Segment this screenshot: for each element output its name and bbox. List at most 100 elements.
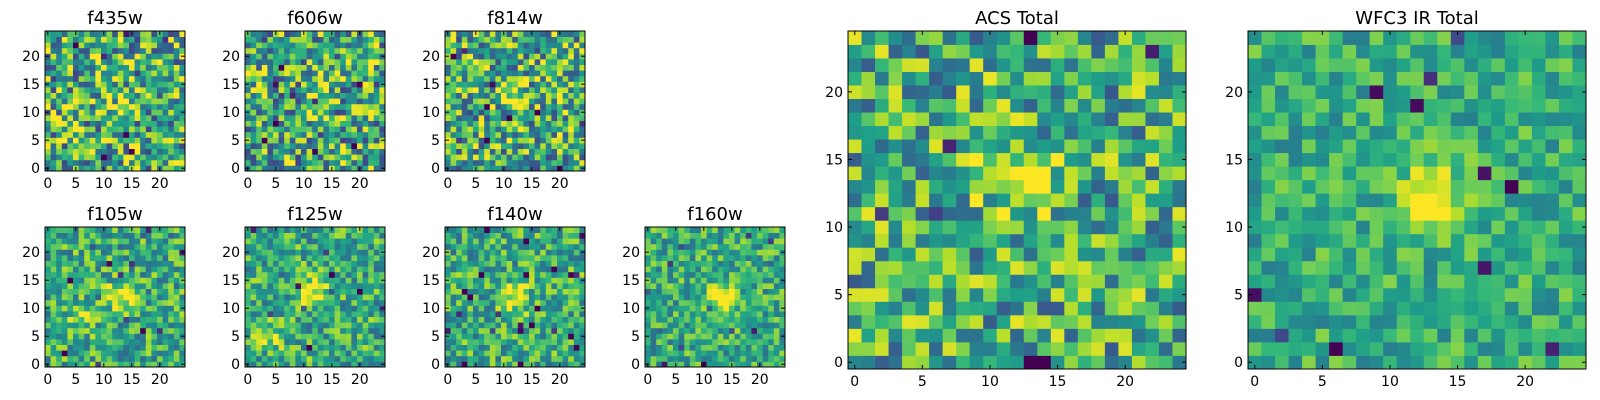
heatmap-cell	[1145, 274, 1160, 289]
heatmap-cell	[745, 238, 752, 245]
heatmap-cell	[562, 70, 569, 77]
heatmap-cell	[1077, 314, 1092, 329]
heatmap-cell	[1023, 328, 1038, 343]
heatmap-cell	[712, 361, 719, 368]
heatmap-cell	[745, 355, 752, 362]
heatmap-cell	[289, 355, 296, 362]
heatmap-cell	[506, 31, 513, 37]
heatmap-cell	[723, 339, 730, 345]
heatmap-cell	[362, 53, 369, 60]
heatmap-cell	[489, 344, 496, 351]
heatmap-cell	[545, 87, 552, 93]
heatmap-cell	[573, 327, 580, 334]
heatmap-cell	[478, 344, 485, 351]
heatmap-cell	[256, 277, 263, 284]
heatmap-cell	[779, 232, 786, 239]
heatmap-cell	[129, 311, 135, 317]
heatmap-cell	[106, 277, 113, 284]
heatmap-cell	[557, 288, 563, 295]
heatmap-cell	[656, 277, 663, 284]
heatmap-cell	[50, 126, 57, 133]
heatmap-cell	[368, 249, 375, 256]
heatmap-cell	[112, 344, 119, 351]
heatmap-cell	[95, 126, 102, 133]
heatmap-cell	[112, 115, 119, 121]
heatmap-cell	[495, 294, 502, 301]
heatmap-cell	[757, 249, 763, 256]
heatmap-cell	[450, 294, 457, 301]
heatmap-cell	[568, 311, 575, 317]
heatmap-cell	[117, 53, 124, 60]
heatmap-cell	[323, 294, 330, 301]
heatmap-cell	[729, 344, 735, 351]
heatmap-cell	[534, 327, 541, 334]
heatmap-cell	[89, 126, 96, 133]
heatmap-cell	[456, 159, 463, 166]
heatmap-cell	[245, 299, 251, 306]
heatmap-cell	[145, 344, 152, 351]
heatmap-cell	[345, 148, 352, 155]
heatmap-cell	[140, 159, 147, 166]
heatmap-cell	[684, 305, 691, 312]
heatmap-cell	[162, 87, 169, 93]
heatmap-cell	[734, 266, 741, 273]
heatmap-cell	[779, 266, 786, 273]
heatmap-cell	[140, 143, 147, 149]
heatmap-cell	[145, 131, 152, 138]
heatmap-cell	[495, 154, 502, 161]
heatmap-cell	[245, 98, 251, 105]
heatmap-cell	[123, 64, 130, 71]
heatmap-cell	[506, 294, 513, 301]
heatmap-cell	[117, 260, 124, 267]
heatmap-cell	[695, 249, 702, 256]
heatmap-cell	[162, 143, 169, 149]
heatmap-cell	[678, 294, 685, 301]
heatmap-cell	[512, 53, 519, 60]
heatmap-cell	[134, 126, 141, 133]
heatmap-cell	[267, 53, 274, 60]
heatmap-cell	[557, 115, 563, 121]
heatmap-cell	[78, 115, 85, 121]
heatmap-cell	[373, 36, 380, 43]
heatmap-cell	[162, 271, 169, 278]
heatmap-cell	[168, 350, 175, 357]
heatmap-cell	[323, 277, 330, 284]
heatmap-cell	[362, 87, 369, 93]
heatmap-cell	[1037, 247, 1052, 262]
heatmap-cell	[1010, 152, 1025, 167]
heatmap-cell	[61, 87, 68, 93]
heatmap-cell	[334, 255, 341, 261]
heatmap-cell	[573, 316, 580, 323]
heatmap-cell	[245, 238, 251, 245]
heatmap-cell	[484, 59, 491, 65]
heatmap-cell	[467, 305, 474, 312]
heatmap-cell	[379, 159, 386, 166]
heatmap-cell	[773, 305, 780, 312]
heatmap-cell	[523, 249, 530, 256]
heatmap-cell	[261, 294, 268, 301]
heatmap-cell	[145, 159, 152, 166]
heatmap-cell	[534, 316, 541, 323]
heatmap-cell	[729, 327, 735, 334]
heatmap-cell	[61, 344, 68, 351]
heatmap-cell	[101, 131, 107, 138]
heatmap-cell	[162, 159, 169, 166]
heatmap-cell	[101, 53, 107, 60]
heatmap-cell	[273, 243, 279, 250]
heatmap-cell	[329, 316, 335, 323]
heatmap-cell	[334, 361, 341, 368]
heatmap-cell	[562, 355, 569, 362]
heatmap-cell	[557, 143, 563, 149]
heatmap-cell	[162, 299, 169, 306]
heatmap-cell	[568, 98, 575, 105]
heatmap-cell	[256, 53, 263, 60]
heatmap-cell	[173, 294, 180, 301]
heatmap-cell	[379, 98, 386, 105]
heatmap-cell	[751, 255, 758, 261]
heatmap-cell	[256, 98, 263, 105]
heatmap-cell	[312, 249, 319, 256]
heatmap-cell	[317, 288, 324, 295]
heatmap-cell	[157, 131, 163, 138]
heatmap-cell	[256, 271, 263, 278]
heatmap-cell	[50, 53, 57, 60]
